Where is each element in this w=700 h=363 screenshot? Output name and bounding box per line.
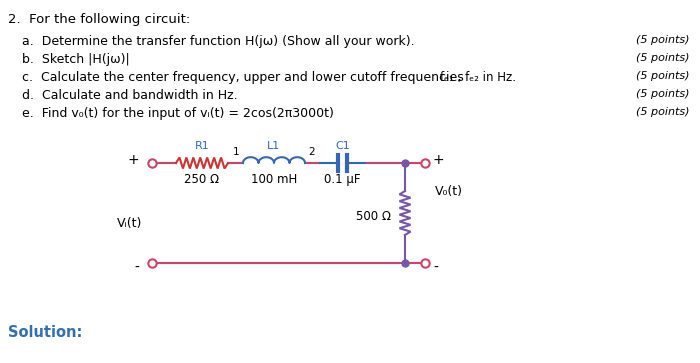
- Text: 2.  For the following circuit:: 2. For the following circuit:: [8, 13, 190, 26]
- Text: (5 points): (5 points): [636, 53, 690, 63]
- Text: -: -: [134, 261, 139, 275]
- Text: Vᵢ(t): Vᵢ(t): [117, 216, 142, 229]
- Text: b.  Sketch |H(jω)|: b. Sketch |H(jω)|: [22, 53, 130, 66]
- Text: +: +: [127, 153, 139, 167]
- Text: Solution:: Solution:: [8, 325, 83, 340]
- Text: 0.1 μF: 0.1 μF: [324, 173, 360, 186]
- Text: C1: C1: [335, 141, 350, 151]
- Text: L1: L1: [267, 141, 281, 151]
- Text: (5 points): (5 points): [636, 89, 690, 99]
- Text: -: -: [433, 261, 438, 275]
- Text: (5 points): (5 points): [636, 35, 690, 45]
- Text: +: +: [433, 153, 444, 167]
- Text: (5 points): (5 points): [636, 107, 690, 117]
- Text: fₑ₁ , fₑ₂ in Hz.: fₑ₁ , fₑ₂ in Hz.: [440, 71, 516, 84]
- Text: 1: 1: [232, 147, 239, 157]
- Text: R1: R1: [195, 141, 209, 151]
- Text: a.  Determine the transfer function H(jω) (Show all your work).: a. Determine the transfer function H(jω)…: [22, 35, 414, 48]
- Text: 100 mH: 100 mH: [251, 173, 297, 186]
- Text: d.  Calculate and bandwidth in Hz.: d. Calculate and bandwidth in Hz.: [22, 89, 237, 102]
- Text: 500 Ω: 500 Ω: [356, 211, 391, 224]
- Text: (5 points): (5 points): [636, 71, 690, 81]
- Text: e.  Find v₀(t) for the input of vᵢ(t) = 2cos(2π3000t): e. Find v₀(t) for the input of vᵢ(t) = 2…: [22, 107, 334, 120]
- Text: 250 Ω: 250 Ω: [184, 173, 220, 186]
- Text: V₀(t): V₀(t): [435, 184, 463, 197]
- Text: 2: 2: [308, 147, 314, 157]
- Text: c.  Calculate the center frequency, upper and lower cutoff frequencies: c. Calculate the center frequency, upper…: [22, 71, 463, 84]
